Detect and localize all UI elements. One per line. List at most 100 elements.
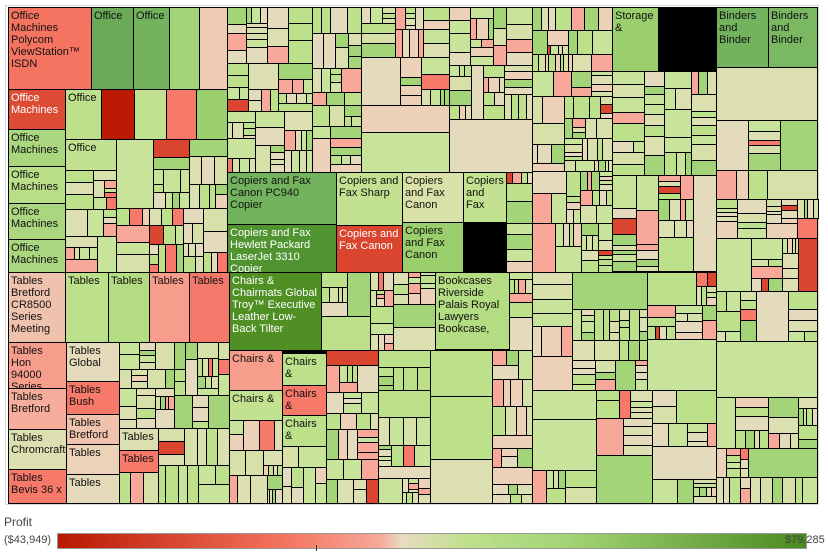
- treemap-cell[interactable]: [547, 30, 569, 46]
- treemap-cell[interactable]: [532, 123, 565, 145]
- treemap-cell[interactable]: [532, 356, 573, 391]
- treemap-cell[interactable]: [344, 92, 362, 106]
- treemap-cell[interactable]: [192, 407, 209, 422]
- treemap-cell[interactable]: [532, 284, 573, 300]
- treemap-cell[interactable]: [196, 89, 228, 140]
- treemap-cell[interactable]: [353, 489, 367, 504]
- treemap-cell-labeled[interactable]: Tables: [108, 272, 150, 343]
- treemap-cell[interactable]: [664, 109, 692, 138]
- treemap-cell[interactable]: [414, 445, 431, 467]
- treemap-cell[interactable]: [532, 223, 556, 273]
- treemap-cell[interactable]: [267, 7, 289, 29]
- treemap-cell[interactable]: [337, 479, 354, 504]
- treemap-cell-labeled[interactable]: Chairs & Chairmats Global Troy™ Executiv…: [229, 272, 322, 351]
- treemap-cell[interactable]: [612, 218, 637, 235]
- treemap-cell[interactable]: [423, 7, 450, 21]
- treemap-cell[interactable]: [229, 420, 244, 435]
- treemap-cell[interactable]: [119, 354, 140, 370]
- treemap-cell[interactable]: [584, 7, 599, 31]
- treemap-cell-labeled[interactable]: Office Machines: [8, 129, 66, 167]
- treemap-cell[interactable]: [199, 7, 228, 90]
- treemap-cell[interactable]: [449, 7, 471, 21]
- treemap-cell[interactable]: [493, 7, 507, 29]
- treemap-cell[interactable]: [716, 341, 818, 398]
- treemap-cell[interactable]: [707, 423, 717, 447]
- treemap-cell[interactable]: [598, 7, 613, 31]
- treemap-cell[interactable]: [735, 416, 769, 431]
- treemap-cell[interactable]: [165, 465, 179, 504]
- treemap-cell[interactable]: [335, 47, 349, 69]
- treemap-cell[interactable]: [664, 137, 692, 153]
- treemap-cell[interactable]: [716, 311, 741, 332]
- treemap-cell[interactable]: [378, 390, 431, 418]
- treemap-cell[interactable]: [340, 413, 357, 430]
- treemap-cell[interactable]: [136, 395, 156, 409]
- treemap-cell[interactable]: [248, 63, 279, 90]
- treemap-cell[interactable]: [532, 419, 597, 471]
- treemap-cell[interactable]: [716, 170, 737, 200]
- treemap-cell[interactable]: [647, 272, 697, 306]
- treemap-cell[interactable]: [644, 155, 665, 176]
- treemap-cell[interactable]: [813, 199, 819, 219]
- treemap-cell[interactable]: [227, 50, 247, 64]
- treemap-cell[interactable]: [532, 390, 597, 420]
- treemap-cell[interactable]: [267, 46, 289, 64]
- treemap-cell[interactable]: [596, 418, 624, 456]
- treemap-cell[interactable]: [506, 201, 533, 224]
- treemap-cell[interactable]: [229, 434, 244, 451]
- treemap-cell[interactable]: [555, 7, 572, 31]
- treemap-cell-labeled[interactable]: Copiers and Fax Canon: [336, 225, 403, 273]
- treemap-cell[interactable]: [184, 428, 198, 466]
- treemap-cell[interactable]: [65, 194, 94, 210]
- treemap-cell-labeled[interactable]: Copiers and Fax Canon: [402, 222, 464, 273]
- treemap-cell-labeled[interactable]: Storage &: [612, 7, 659, 72]
- treemap-cell[interactable]: [526, 406, 533, 436]
- treemap-cell[interactable]: [347, 272, 371, 317]
- treemap-cell[interactable]: [203, 208, 228, 232]
- treemap-cell[interactable]: [229, 450, 246, 476]
- treemap-cell[interactable]: [647, 339, 717, 391]
- treemap-cell[interactable]: [652, 423, 669, 447]
- treemap-cell[interactable]: [116, 225, 150, 243]
- treemap-cell[interactable]: [493, 28, 507, 46]
- treemap-cell[interactable]: [726, 291, 741, 312]
- treemap-cell[interactable]: [430, 459, 493, 504]
- treemap-cell[interactable]: [592, 30, 613, 55]
- treemap-cell[interactable]: [288, 23, 313, 41]
- treemap-cell[interactable]: [537, 144, 552, 164]
- treemap-cell[interactable]: [149, 225, 164, 245]
- treemap-cell[interactable]: [227, 7, 247, 25]
- treemap-cell[interactable]: [312, 138, 331, 173]
- treemap-cell[interactable]: [321, 272, 348, 288]
- treemap-cell[interactable]: [284, 111, 313, 131]
- treemap-cell[interactable]: [541, 326, 562, 357]
- treemap-cell[interactable]: [748, 153, 781, 171]
- treemap-cell[interactable]: [612, 84, 645, 98]
- treemap-cell[interactable]: [565, 470, 597, 488]
- treemap-cell[interactable]: [756, 291, 789, 342]
- treemap-cell[interactable]: [506, 39, 533, 53]
- treemap-cell[interactable]: [658, 220, 675, 238]
- treemap-cell[interactable]: [748, 170, 768, 200]
- treemap-cell[interactable]: [521, 494, 533, 504]
- treemap-cell[interactable]: [343, 459, 362, 480]
- treemap-cell-labeled[interactable]: Tables: [119, 428, 159, 451]
- treemap-cell[interactable]: [782, 278, 799, 292]
- treemap-cell[interactable]: [782, 253, 799, 269]
- treemap-cell[interactable]: [492, 467, 533, 485]
- treemap-cell[interactable]: [664, 71, 692, 89]
- treemap-cell[interactable]: [551, 144, 565, 164]
- treemap-cell[interactable]: [652, 446, 717, 480]
- treemap-cell[interactable]: [615, 360, 636, 391]
- treemap-cell[interactable]: [101, 89, 135, 140]
- treemap-cell[interactable]: [493, 45, 507, 66]
- treemap-cell[interactable]: [267, 28, 289, 47]
- treemap-cell[interactable]: [580, 205, 597, 224]
- treemap-cell[interactable]: [542, 96, 565, 124]
- treemap-cell[interactable]: [518, 350, 533, 380]
- treemap-cell[interactable]: [312, 92, 327, 106]
- treemap-cell[interactable]: [361, 459, 379, 480]
- treemap-cell[interactable]: [532, 299, 573, 314]
- treemap-cell[interactable]: [675, 88, 692, 110]
- treemap-cell[interactable]: [134, 89, 167, 140]
